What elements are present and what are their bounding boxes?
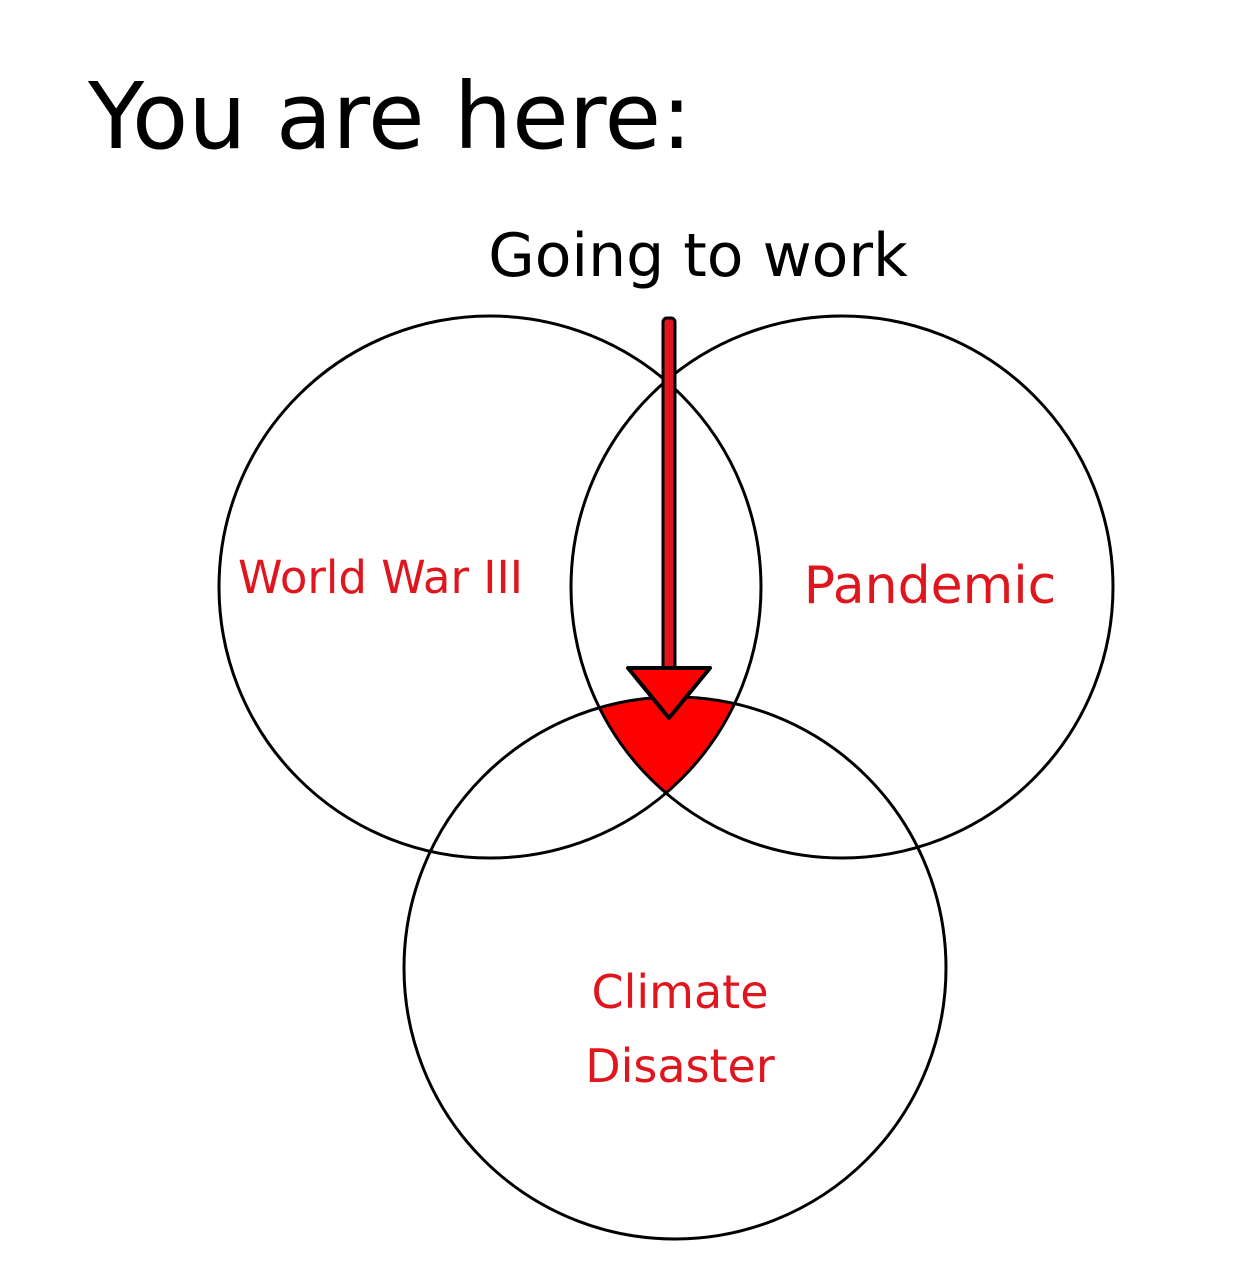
circle-pandemic [569,314,1115,860]
set-label-disaster: Disaster [585,1039,775,1093]
circle-world-war-iii [217,314,763,860]
set-label-pandemic: Pandemic [804,556,1057,616]
set-label-climate: Climate [591,965,768,1019]
set-label-world-war-iii: World War III [238,551,523,604]
pointer-label: Going to work [488,221,908,291]
page-title: You are here: [87,63,692,170]
down-arrow-icon [626,316,712,720]
